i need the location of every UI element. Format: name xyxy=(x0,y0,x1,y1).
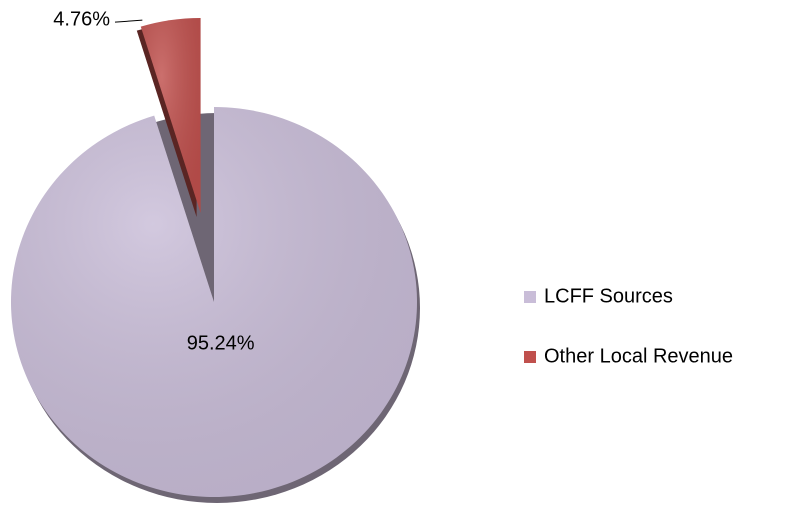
legend-label: Other Local Revenue xyxy=(544,345,733,367)
slice-shading xyxy=(10,107,418,497)
data-label: 4.76% xyxy=(53,8,110,30)
leader-line xyxy=(114,19,143,23)
slice-shading xyxy=(140,18,201,214)
plot-area: 95.24% 4.76% xyxy=(10,8,420,503)
data-label: 95.24% xyxy=(187,333,255,355)
legend: LCFF Sources Other Local Revenue xyxy=(524,285,733,367)
legend-label: LCFF Sources xyxy=(544,285,673,307)
legend-swatch xyxy=(524,291,536,303)
legend-swatch xyxy=(524,351,536,363)
